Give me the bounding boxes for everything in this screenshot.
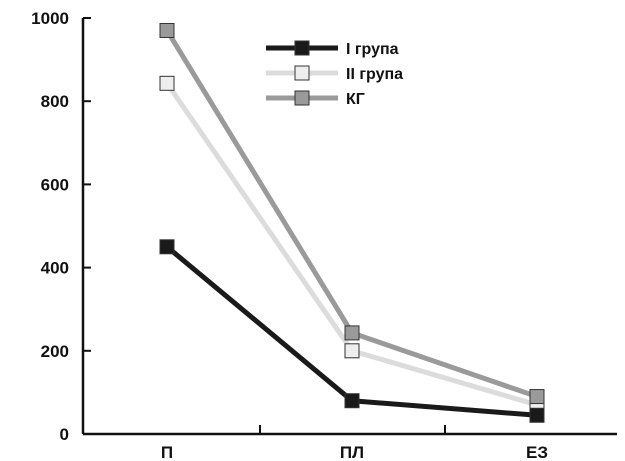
legend-item: II група — [266, 65, 403, 83]
legend-item: КГ — [266, 90, 365, 108]
legend-label: I група — [346, 41, 399, 58]
data-point — [529, 407, 545, 423]
legend-marker — [294, 65, 310, 81]
data-point — [344, 343, 360, 359]
y-tick-label: 800 — [41, 92, 69, 111]
x-tick-label: ПЛ — [340, 443, 364, 461]
data-point — [159, 239, 175, 255]
axes: 0 200 400 600 800 1000 П ПЛ ЕЗ — [31, 9, 617, 461]
y-tick-label: 600 — [41, 175, 69, 194]
legend-label: II група — [346, 66, 403, 83]
y-tick-label: 0 — [60, 425, 69, 444]
y-ticks: 0 200 400 600 800 1000 — [31, 9, 91, 444]
x-ticks: П ПЛ ЕЗ — [161, 425, 548, 461]
data-point — [159, 22, 175, 38]
series-line — [164, 29, 538, 399]
y-tick-label: 1000 — [31, 9, 69, 28]
legend-item: I група — [266, 40, 399, 58]
series-3 — [159, 22, 545, 405]
legend-label: КГ — [346, 91, 365, 108]
x-tick-label: П — [161, 443, 173, 461]
legend-marker — [294, 90, 310, 106]
data-point — [529, 389, 545, 405]
series-layer — [159, 22, 545, 423]
series-2 — [159, 75, 545, 413]
y-tick-label: 200 — [41, 342, 69, 361]
x-tick-label: ЕЗ — [526, 443, 548, 461]
legend: I група II група КГ — [266, 40, 403, 108]
y-tick-label: 400 — [41, 259, 69, 278]
data-point — [344, 325, 360, 341]
data-point — [159, 75, 175, 91]
legend-marker — [294, 40, 310, 56]
data-point — [344, 393, 360, 409]
series-1 — [159, 239, 545, 423]
